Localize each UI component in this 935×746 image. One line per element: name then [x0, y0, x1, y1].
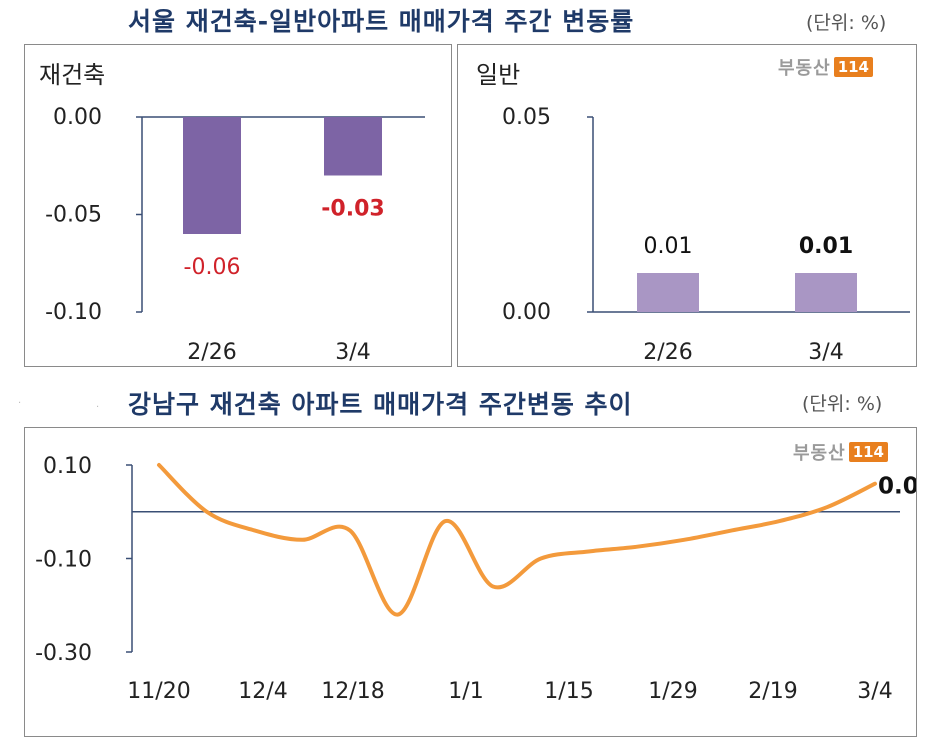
y-tick-label: 0.00	[502, 300, 551, 325]
logo-text: 부동산	[778, 58, 831, 79]
x-tick-label: 1/1	[448, 679, 483, 704]
bar	[183, 117, 241, 234]
y-tick-label: -0.05	[45, 203, 102, 228]
data-label: -0.03	[321, 197, 384, 222]
rebuild-panel-label: 재건축	[39, 61, 106, 89]
general-panel-label: 일반	[476, 61, 521, 89]
gangnam-line-chart: 0.10 -0.10 -0.30 11/20 12/4 12/18 1/1 1/15 1/29 2…	[35, 454, 916, 704]
logo-realestate114-bottom: 부동산 114	[793, 440, 888, 464]
decorative-dot: ·	[96, 402, 100, 413]
gangnam-line-panel: 부동산 114 0.10 -0.10 -0.30 11/20 12/4 12/18 1/1 1…	[24, 427, 917, 737]
x-tick-label: 1/15	[544, 679, 593, 704]
y-tick-label: 0.05	[502, 105, 551, 130]
logo-number: 114	[848, 442, 888, 462]
y-tick-label: 0.00	[53, 105, 102, 130]
x-tick-label: 3/4	[808, 340, 843, 365]
logo-number: 114	[833, 57, 873, 77]
x-tick-label: 2/19	[748, 679, 797, 704]
data-label: 0.01	[644, 234, 693, 259]
y-tick-label: -0.10	[35, 548, 92, 573]
bottom-unit-label: (단위: %)	[802, 393, 883, 415]
data-label: 0.01	[799, 234, 853, 259]
top-chart-title: 서울 재건축-일반아파트 매매가격 주간 변동률	[128, 7, 635, 36]
x-tick-label: 2/26	[643, 340, 692, 365]
logo-text: 부동산	[793, 443, 846, 464]
bar	[324, 117, 382, 176]
bar	[637, 273, 699, 312]
data-label: -0.06	[184, 255, 241, 280]
x-tick-label: 12/18	[321, 679, 384, 704]
x-tick-label: 3/4	[857, 679, 892, 704]
x-tick-label: 2/26	[187, 340, 236, 365]
rebuild-panel: 재건축 0.00 -0.05 -0.10 -0.06 2/26 -0.03 3/4	[24, 44, 452, 367]
top-unit-label: (단위: %)	[806, 12, 887, 34]
general-panel: 일반 부동산 114 0.05 0.00 0.01 2/26 0.01 3/4	[457, 44, 917, 367]
x-tick-label: 3/4	[335, 340, 370, 365]
rebuild-bar-chart: 0.00 -0.05 -0.10 -0.06 2/26 -0.03 3/4	[45, 105, 425, 365]
last-value-label: 0.06	[878, 474, 916, 500]
series-line	[157, 463, 877, 617]
logo-realestate114-top: 부동산 114	[778, 55, 873, 79]
general-bar-chart: 0.05 0.00 0.01 2/26 0.01 3/4	[502, 105, 910, 365]
bar	[795, 273, 857, 312]
decorative-dot: ·	[18, 398, 22, 409]
x-tick-label: 12/4	[238, 679, 287, 704]
y-tick-label: -0.30	[35, 641, 92, 666]
y-tick-label: 0.10	[43, 454, 92, 479]
x-tick-label: 11/20	[127, 679, 190, 704]
x-tick-label: 1/29	[648, 679, 697, 704]
bottom-chart-title: 강남구 재건축 아파트 매매가격 주간변동 추이	[128, 390, 633, 419]
y-tick-label: -0.10	[45, 300, 102, 325]
